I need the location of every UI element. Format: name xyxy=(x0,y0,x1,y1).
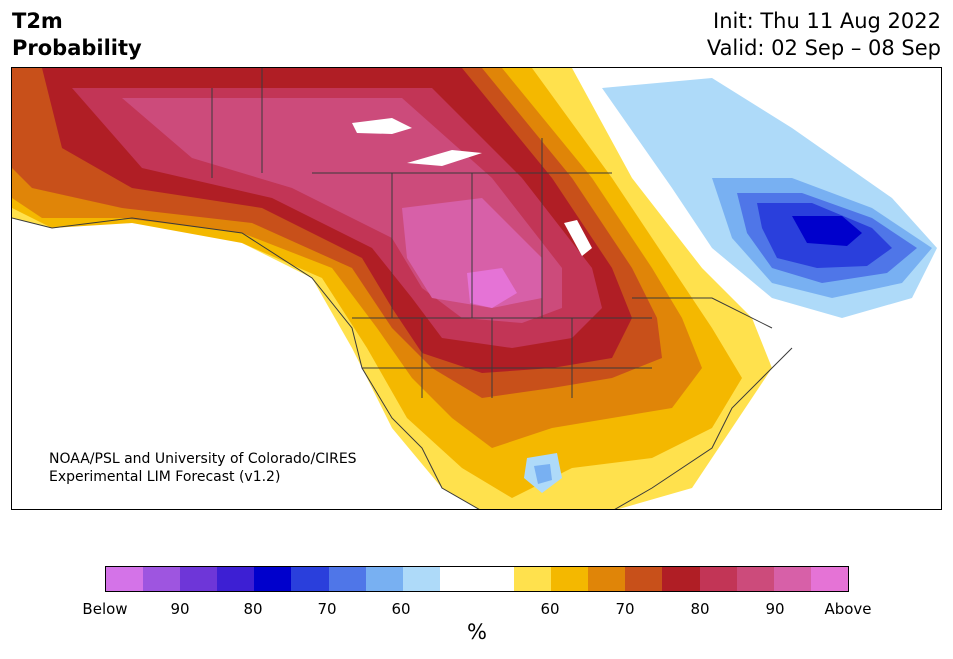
cold-region-small-inner xyxy=(534,464,552,484)
credit-line-2: Experimental LIM Forecast (v1.2) xyxy=(49,469,281,485)
colorbar-segment xyxy=(662,567,700,591)
colorbar-segment xyxy=(291,567,329,591)
init-date: Init: Thu 11 Aug 2022 xyxy=(713,9,941,33)
colorbar-segment xyxy=(625,567,663,591)
colorbar-tick-label: 60 xyxy=(391,600,411,618)
credit-text: NOAA/PSL and University of Colorado/CIRE… xyxy=(49,450,357,486)
map-title: T2m Probability xyxy=(12,8,142,62)
colorbar-tick-label: 70 xyxy=(615,600,635,618)
title-line-2: Probability xyxy=(12,36,142,60)
colorbar-segment xyxy=(365,567,403,591)
colorbar-tick-label: 60 xyxy=(540,600,560,618)
colorbar-tick-label: Above xyxy=(824,600,872,618)
colorbar-segment xyxy=(810,567,848,591)
lake xyxy=(352,118,412,134)
colorbar-segment xyxy=(551,567,589,591)
map-panel xyxy=(11,67,942,510)
colorbar xyxy=(105,566,849,592)
probability-map xyxy=(12,68,941,509)
warm-region-above xyxy=(467,268,517,308)
lake xyxy=(564,220,592,256)
colorbar-tick-label: 80 xyxy=(243,600,263,618)
cold-region-80 xyxy=(792,216,862,246)
colorbar-tick-label: 90 xyxy=(765,600,785,618)
colorbar-segment xyxy=(439,567,477,591)
colorbar-segment xyxy=(588,567,626,591)
colorbar-segment xyxy=(476,567,515,591)
colorbar-segment xyxy=(106,567,144,591)
colorbar-segment xyxy=(180,567,218,591)
valid-dates: Valid: 02 Sep – 08 Sep xyxy=(706,36,941,60)
colorbar-unit: % xyxy=(467,620,487,644)
colorbar-tick-label: Below xyxy=(82,600,128,618)
forecast-dates: Init: Thu 11 Aug 2022 Valid: 02 Sep – 08… xyxy=(707,8,941,62)
colorbar-segment xyxy=(773,567,811,591)
title-line-1: T2m xyxy=(12,9,63,33)
colorbar-segment xyxy=(217,567,255,591)
credit-line-1: NOAA/PSL and University of Colorado/CIRE… xyxy=(49,451,357,467)
colorbar-segment xyxy=(254,567,292,591)
colorbar-segment xyxy=(402,567,440,591)
colorbar-segment xyxy=(143,567,181,591)
lake xyxy=(407,150,482,166)
colorbar-tick-label: 90 xyxy=(170,600,190,618)
colorbar-segment xyxy=(514,567,552,591)
colorbar-segment xyxy=(699,567,737,591)
colorbar-tick-label: 70 xyxy=(317,600,337,618)
colorbar-tick-label: 80 xyxy=(690,600,710,618)
colorbar-segment xyxy=(736,567,774,591)
coastline xyxy=(12,68,793,509)
colorbar-segment xyxy=(328,567,366,591)
